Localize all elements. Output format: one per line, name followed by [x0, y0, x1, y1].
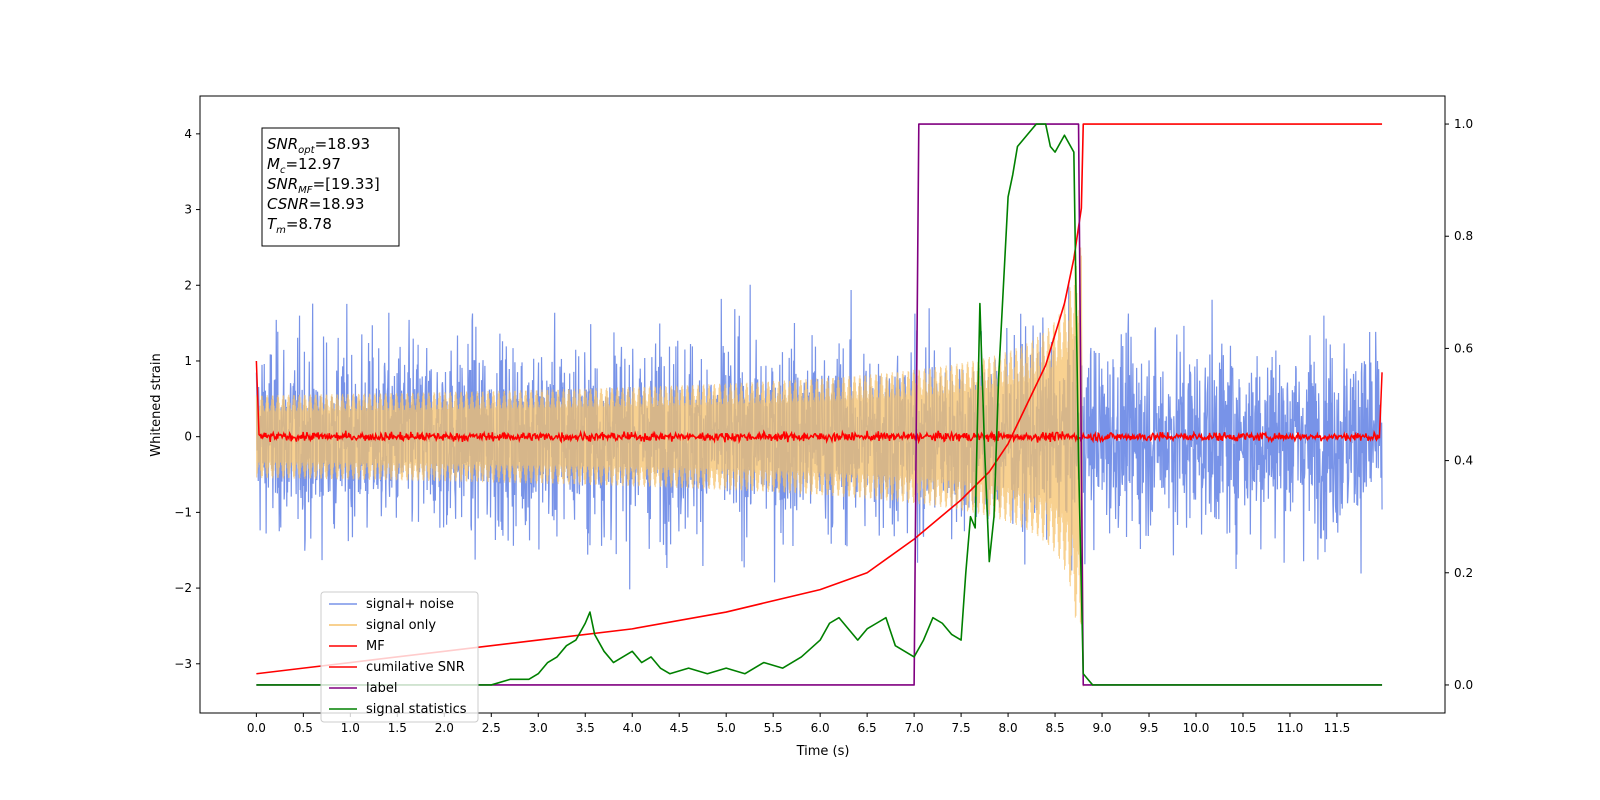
annotation-line: SNRopt=18.93: [267, 135, 370, 156]
legend-label: MF: [366, 639, 385, 654]
x-tick-label: 9.5: [1139, 721, 1158, 735]
y-tick-label: −2: [174, 581, 192, 595]
x-tick-label: 10.0: [1183, 721, 1210, 735]
legend: signal+ noise signal only MF cumilative SNR…: [320, 591, 479, 723]
legend-frame: [320, 591, 479, 723]
x-tick-label: 5.5: [764, 721, 783, 735]
x-tick-label: 5.0: [717, 721, 736, 735]
x-tick-label: 9.0: [1092, 721, 1111, 735]
x-tick-label: 6.0: [811, 721, 830, 735]
y-tick-label: −1: [174, 505, 192, 519]
y2-tick-label: 0.4: [1454, 454, 1473, 468]
y-tick-label: 2: [184, 278, 192, 292]
y-tick-label: 1: [184, 354, 192, 368]
annotation-line: SNRMF=[19.33]: [267, 175, 380, 196]
x-tick-label: 8.0: [999, 721, 1018, 735]
x-tick-label: 7.5: [952, 721, 971, 735]
x-tick-label: 7.0: [905, 721, 924, 735]
y-tick-label: 3: [184, 203, 192, 217]
axes: 0.0 0.5 1.0 1.5 2.0 2.5 3.0 3.5 4.0 4.5 5.0 5.5 6.0 6…: [174, 117, 1473, 735]
legend-label: signal only: [366, 618, 436, 633]
y-axis-label: Whitened strain: [149, 353, 164, 456]
x-tick-label: 0.5: [294, 721, 313, 735]
legend-label: signal+ noise: [366, 597, 454, 612]
y-tick-label: 0: [184, 430, 192, 444]
x-tick-label: 6.5: [858, 721, 877, 735]
x-tick-label: 10.5: [1230, 721, 1257, 735]
x-tick-label: 1.0: [341, 721, 360, 735]
x-tick-label: 8.5: [1046, 721, 1065, 735]
y-tick-label: 4: [184, 127, 192, 141]
annotation-line: CSNR=18.93: [267, 195, 364, 213]
legend-label: signal statistics: [366, 702, 467, 717]
annotation-line: Tm=8.78: [267, 215, 332, 236]
y-tick-label: −3: [174, 657, 192, 671]
legend-label: cumilative SNR: [366, 660, 465, 675]
x-tick-label: 2.0: [435, 721, 454, 735]
y2-tick-label: 0.0: [1454, 678, 1473, 692]
x-tick-label: 11.0: [1277, 721, 1304, 735]
x-tick-label: 0.0: [247, 721, 266, 735]
x-tick-label: 1.5: [388, 721, 407, 735]
series-signal-statistics: [256, 123, 1383, 686]
series-mf: [255, 360, 1383, 445]
x-tick-label: 4.0: [623, 721, 642, 735]
x-tick-label: 2.5: [482, 721, 501, 735]
x-tick-label: 3.0: [529, 721, 548, 735]
y2-tick-label: 1.0: [1454, 117, 1473, 131]
axes-frame: [199, 95, 1446, 714]
x-tick-label: 4.5: [670, 721, 689, 735]
y2-tick-label: 0.6: [1454, 341, 1473, 355]
y2-tick-label: 0.2: [1454, 566, 1473, 580]
annotation-frame: [261, 127, 400, 247]
x-tick-label: 11.5: [1324, 721, 1351, 735]
x-tick-label: 3.5: [576, 721, 595, 735]
annotation-line: Mc=12.97: [267, 155, 341, 176]
x-axis-label: Time (s): [796, 744, 850, 759]
y2-tick-label: 0.8: [1454, 229, 1473, 243]
legend-label: label: [366, 681, 397, 696]
annotation-box: SNRopt=18.93Mc=12.97SNRMF=[19.33]CSNR=18…: [261, 127, 400, 247]
